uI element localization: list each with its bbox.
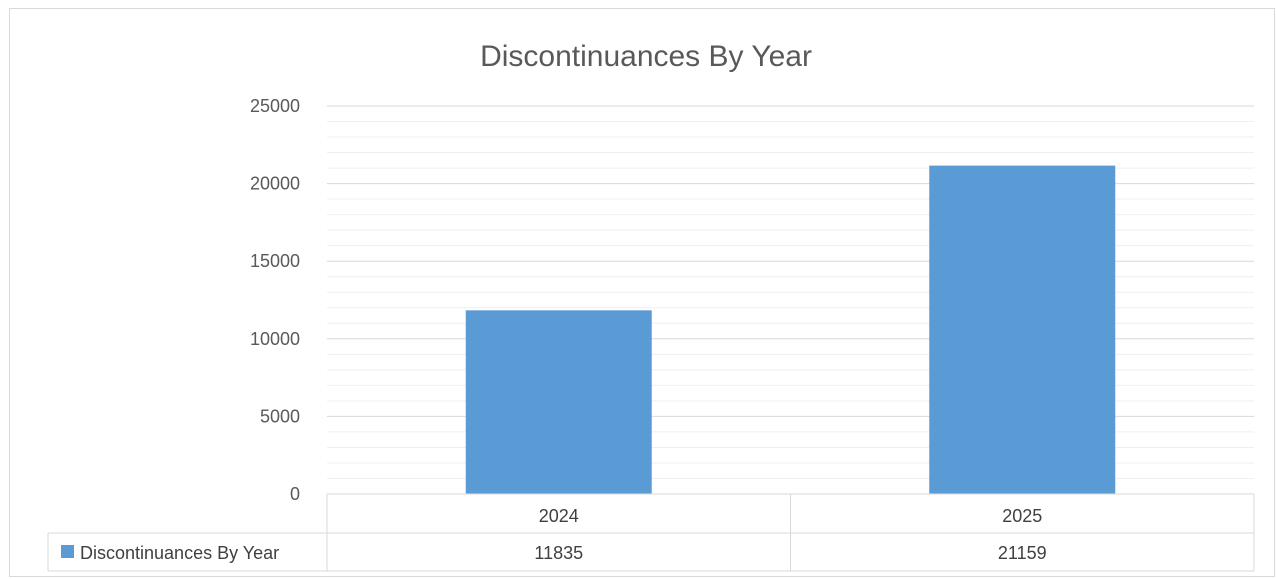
bar-2024 bbox=[465, 310, 652, 494]
x-category-label: 2024 bbox=[539, 506, 579, 526]
bar-2025 bbox=[929, 165, 1116, 495]
y-axis-tick-labels: 0 5000 10000 15000 20000 25000 bbox=[250, 96, 300, 504]
y-tick-label: 15000 bbox=[250, 251, 300, 271]
legend-key bbox=[61, 545, 74, 558]
x-category-label: 2025 bbox=[1002, 506, 1042, 526]
legend-series-name: Discontinuances By Year bbox=[80, 543, 279, 563]
data-table-value: 21159 bbox=[998, 543, 1047, 563]
data-table-value: 11835 bbox=[534, 543, 583, 563]
chart-title: Discontinuances By Year bbox=[480, 40, 812, 73]
y-tick-label: 0 bbox=[290, 484, 300, 504]
y-tick-label: 10000 bbox=[250, 329, 300, 349]
y-tick-label: 25000 bbox=[250, 96, 300, 116]
bars bbox=[465, 165, 1116, 495]
y-tick-label: 5000 bbox=[260, 406, 300, 426]
data-table: 2024 2025 Discontinuances By Year 11835 2115… bbox=[47, 493, 1255, 572]
y-tick-label: 20000 bbox=[250, 174, 300, 194]
